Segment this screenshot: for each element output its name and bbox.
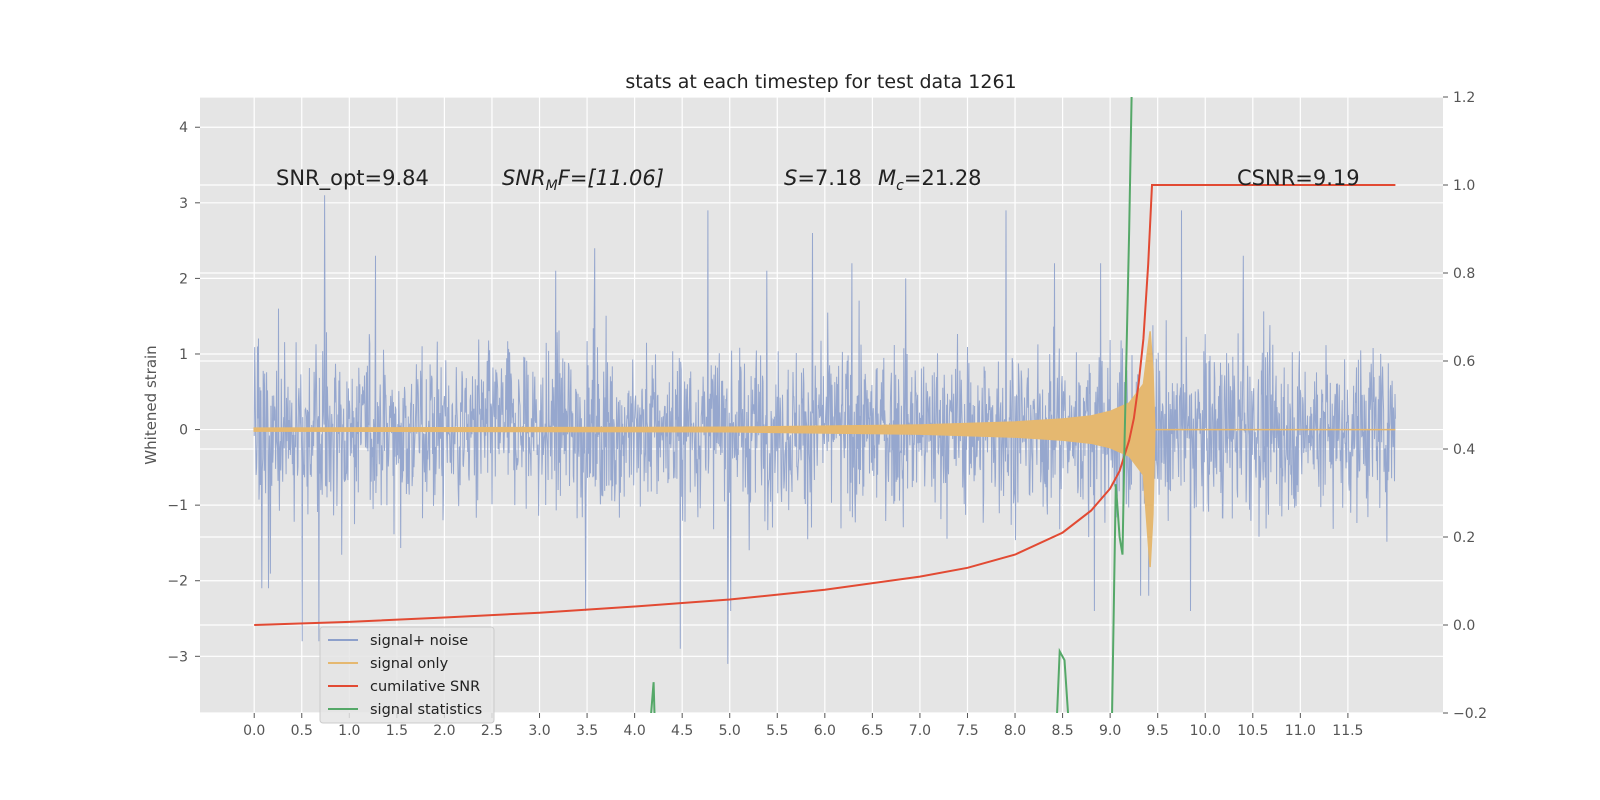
x-tick-label: 4.0	[623, 723, 645, 739]
x-tick-label: 1.0	[338, 723, 360, 739]
y-tick-label: 1	[179, 347, 188, 363]
x-tick-label: 2.0	[433, 723, 455, 739]
annotation-snr-mf: SNRMF=[11.06]	[502, 166, 664, 194]
x-tick-label: 10.0	[1190, 723, 1221, 739]
series-signal-statistics-line	[650, 97, 1133, 713]
y2-tick-label: −0.2	[1453, 706, 1487, 722]
y2-tick-label: 0.6	[1453, 354, 1475, 370]
x-tick-label: 5.5	[766, 723, 788, 739]
x-tick-label: 6.5	[861, 723, 883, 739]
legend-label-signal-only: signal only	[370, 656, 449, 672]
x-tick-label: 8.5	[1051, 723, 1073, 739]
y2-tick-label: 0.0	[1453, 618, 1475, 634]
y-tick-label: −3	[167, 649, 188, 665]
x-tick-label: 11.5	[1332, 723, 1363, 739]
y-tick-label: −1	[167, 498, 188, 514]
y2-tick-label: 0.4	[1453, 442, 1475, 458]
y-tick-label: 2	[179, 271, 188, 287]
y-tick-label: 4	[179, 120, 188, 136]
y-tick-label: −2	[167, 574, 188, 590]
x-tick-label: 7.0	[909, 723, 931, 739]
annotation-mc: Mc=21.28	[878, 166, 982, 194]
x-tick-label: 2.5	[481, 723, 503, 739]
annotation-snr-opt: SNR_opt=9.84	[276, 166, 429, 191]
x-tick-label: 3.5	[576, 723, 598, 739]
annotation-s: S=7.18	[784, 166, 862, 190]
series-signal-plus-noise-line	[253, 195, 1396, 664]
x-tick-label: 9.0	[1099, 723, 1121, 739]
x-tick-label: 7.5	[956, 723, 978, 739]
y2-tick-label: 1.2	[1453, 90, 1475, 106]
legend: signal+ noise signal only cumilative SNR…	[319, 626, 495, 724]
x-axis-ticks: 0.0 0.5 1.0 1.5 2.0 2.5 3.0 3.5 4.0 4.5 5.0 5.5 6.0 6…	[243, 713, 1363, 739]
x-tick-label: 5.0	[719, 723, 741, 739]
x-tick-label: 10.5	[1237, 723, 1268, 739]
x-tick-label: 0.5	[291, 723, 313, 739]
series-cumulative-snr-line	[254, 184, 1396, 626]
y2-tick-label: 1.0	[1453, 178, 1475, 194]
chart-title: stats at each timestep for test data 126…	[625, 71, 1016, 93]
annotation-csnr: CSNR=9.19	[1237, 166, 1360, 190]
legend-label-signal-statistics: signal statistics	[370, 702, 482, 718]
x-tick-label: 3.0	[528, 723, 550, 739]
y-axis-ticks: 4 3 2 1 0 −1 −2 −3	[167, 120, 200, 665]
x-tick-label: 6.0	[814, 723, 836, 739]
x-tick-label: 4.5	[671, 723, 693, 739]
y2-axis-ticks: 1.2 1.0 0.8 0.6 0.4 0.2 0.0 −0.2	[1443, 90, 1487, 722]
legend-label-cumulative-snr: cumilative SNR	[370, 679, 480, 695]
y-tick-label: 0	[179, 423, 188, 439]
y2-tick-label: 0.8	[1453, 266, 1475, 282]
x-tick-label: 8.0	[1004, 723, 1026, 739]
y-tick-label: 3	[179, 196, 188, 212]
y2-tick-label: 0.2	[1453, 530, 1475, 546]
legend-box	[319, 626, 495, 724]
y-axis-label: Whitened strain	[142, 345, 160, 464]
x-tick-label: 9.5	[1147, 723, 1169, 739]
x-tick-label: 11.0	[1285, 723, 1316, 739]
series-signal-only-line	[253, 331, 1396, 568]
x-tick-label: 1.5	[386, 723, 408, 739]
legend-label-signal-plus-noise: signal+ noise	[370, 633, 468, 649]
x-tick-label: 0.0	[243, 723, 265, 739]
